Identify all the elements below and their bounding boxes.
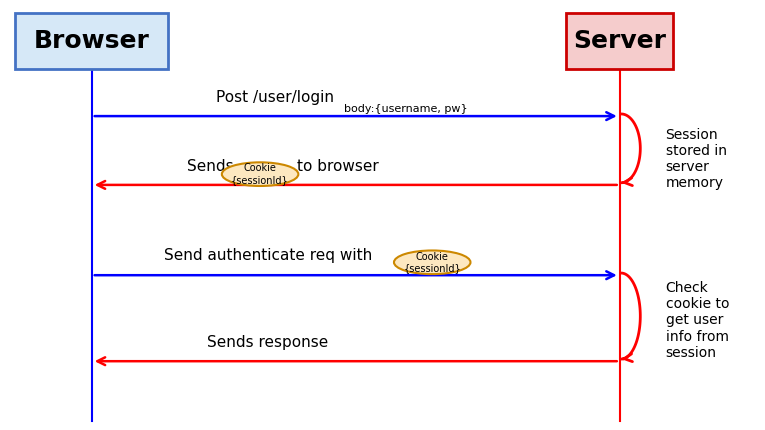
Ellipse shape [222,162,298,186]
FancyBboxPatch shape [15,13,168,69]
Ellipse shape [394,250,470,274]
Text: Browser: Browser [34,29,150,53]
Text: Check
cookie to
get user
info from
session: Check cookie to get user info from sessi… [666,281,729,360]
Text: body:{username, pw}: body:{username, pw} [343,104,467,114]
Text: Send authenticate req with: Send authenticate req with [164,248,372,263]
Text: Cookie
{sessionId}: Cookie {sessionId} [403,252,461,273]
Text: Sends             to browser: Sends to browser [187,159,379,174]
FancyBboxPatch shape [566,13,673,69]
Text: Sends response: Sends response [207,335,328,350]
Text: Server: Server [573,29,666,53]
Text: Session
stored in
server
memory: Session stored in server memory [666,128,727,190]
Text: Cookie
{sessionId}: Cookie {sessionId} [231,163,289,185]
Text: Post /user/login: Post /user/login [216,90,334,105]
